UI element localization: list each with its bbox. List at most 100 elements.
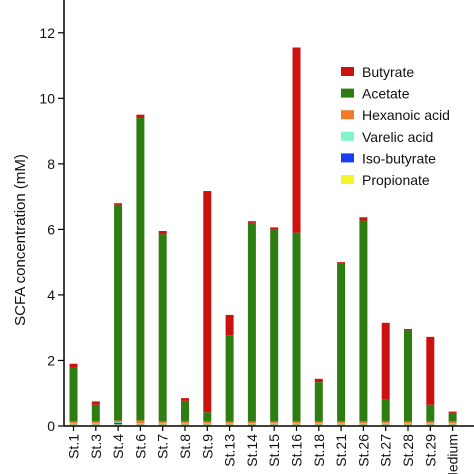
legend-label-hexanoic-acid: Hexanoic acid (362, 107, 450, 123)
bar-segment-propionate (337, 424, 346, 426)
bar-segment-hexanoic-acid (426, 421, 435, 424)
bar-segment-iso-butyrate (426, 423, 435, 425)
x-tick-label: St.18 (311, 434, 327, 467)
bar-segment-iso-butyrate (359, 423, 368, 425)
bar-segment-propionate (404, 424, 412, 426)
bar-segment-butyrate (292, 47, 301, 233)
bar-segment-varelic-acid (225, 423, 234, 424)
bar-segment-iso-butyrate (270, 423, 279, 425)
bar-segment-butyrate (158, 231, 167, 235)
bar-segment-varelic-acid (314, 423, 323, 424)
bar-segment-iso-butyrate (404, 423, 412, 425)
legend-label-varelic-acid: Varelic acid (362, 129, 433, 145)
bar-segment-hexanoic-acid (247, 421, 256, 424)
bar-segment-butyrate (426, 336, 435, 405)
bar-segment-hexanoic-acid (158, 421, 167, 424)
x-tick-label: St.7 (155, 434, 171, 459)
bar-segment-iso-butyrate (247, 423, 256, 425)
bar-segment-varelic-acid (359, 423, 368, 424)
bar-segment-butyrate (203, 191, 212, 413)
x-tick-label: St.28 (400, 434, 416, 467)
bar-segment-butyrate (69, 363, 78, 368)
y-tick-label: 0 (47, 418, 55, 434)
bar-segment-acetate (69, 367, 78, 422)
bar-segment-iso-butyrate (91, 423, 100, 425)
bar-segment-propionate (381, 424, 390, 426)
bar-segment-hexanoic-acid (337, 421, 346, 424)
bar-segment-acetate (448, 412, 457, 422)
bar-segment-hexanoic-acid (314, 421, 323, 424)
bar-segment-butyrate (136, 114, 145, 118)
legend-swatch-acetate (341, 88, 354, 98)
bar-segment-butyrate (91, 401, 100, 405)
bar-segment-hexanoic-acid (181, 421, 189, 424)
bar-segment-varelic-acid (91, 423, 100, 424)
bar-segment-hexanoic-acid (225, 421, 234, 424)
bar-segment-acetate (381, 399, 390, 422)
bar-segment-propionate (158, 424, 167, 426)
bar-segment-acetate (203, 412, 212, 422)
bars-layer (69, 47, 457, 426)
bar-segment-hexanoic-acid (91, 421, 100, 424)
bar-segment-acetate (337, 263, 346, 422)
bar-segment-iso-butyrate (136, 423, 145, 425)
bar-segment-iso-butyrate (292, 423, 301, 425)
legend-label-butyrate: Butyrate (362, 64, 414, 80)
bar-segment-iso-butyrate (314, 423, 323, 425)
bar-segment-varelic-acid (181, 423, 189, 424)
legend-label-acetate: Acetate (362, 86, 410, 102)
bar-segment-acetate (91, 404, 100, 422)
y-tick-label: 8 (47, 156, 55, 172)
x-tick-label: St.14 (244, 434, 260, 467)
bar-segment-propionate (69, 424, 78, 426)
bar-segment-butyrate (225, 314, 234, 336)
bar-segment-hexanoic-acid (69, 421, 78, 424)
bar-segment-hexanoic-acid (404, 421, 412, 424)
y-tick-label: 2 (47, 352, 55, 368)
bar-segment-butyrate (404, 329, 412, 331)
bar-segment-iso-butyrate (381, 423, 390, 425)
bar-segment-propionate (247, 424, 256, 426)
bar-segment-butyrate (359, 217, 368, 221)
bar-segment-acetate (314, 382, 323, 422)
bar-segment-propionate (292, 424, 301, 426)
bar-segment-hexanoic-acid (359, 421, 368, 424)
bar-segment-acetate (404, 330, 412, 422)
y-tick-label: 6 (47, 221, 55, 237)
bar-segment-butyrate (381, 322, 390, 400)
bar-segment-varelic-acid (203, 423, 212, 424)
bar-segment-hexanoic-acid (448, 421, 457, 424)
bar-segment-propionate (359, 424, 368, 426)
bar-segment-acetate (292, 232, 301, 422)
bar-segment-varelic-acid (381, 423, 390, 424)
bar-segment-iso-butyrate (225, 423, 234, 425)
bar-segment-varelic-acid (247, 423, 256, 424)
bar-segment-varelic-acid (337, 423, 346, 424)
x-tick-label: St.15 (266, 434, 282, 467)
bar-segment-hexanoic-acid (136, 420, 145, 424)
x-tick-label: St.16 (289, 434, 305, 467)
bar-segment-butyrate (181, 398, 189, 401)
x-tick-label: St.3 (88, 434, 104, 459)
bar-segment-butyrate (314, 378, 323, 383)
bar-segment-butyrate (247, 221, 256, 223)
legend-swatch-varelic-acid (341, 131, 354, 141)
x-tick-label: St.21 (333, 434, 349, 467)
bar-segment-iso-butyrate (69, 423, 78, 425)
x-tick-label: St.6 (132, 434, 148, 459)
x-tick-label: St.26 (355, 434, 371, 467)
bar-segment-iso-butyrate (337, 423, 346, 425)
bar-segment-varelic-acid (404, 423, 412, 424)
bar-segment-hexanoic-acid (381, 421, 390, 424)
bar-segment-hexanoic-acid (114, 420, 123, 423)
x-tick-label: St.8 (177, 434, 193, 459)
bar-segment-butyrate (114, 203, 123, 205)
bar-segment-acetate (158, 234, 167, 422)
legend: Butyrate Acetate Hexanoic acid Varelic acid… (341, 64, 450, 188)
bar-segment-propionate (114, 424, 123, 426)
bar-segment-acetate (114, 204, 123, 421)
bar-segment-varelic-acid (114, 422, 123, 423)
bar-segment-propionate (91, 424, 100, 426)
